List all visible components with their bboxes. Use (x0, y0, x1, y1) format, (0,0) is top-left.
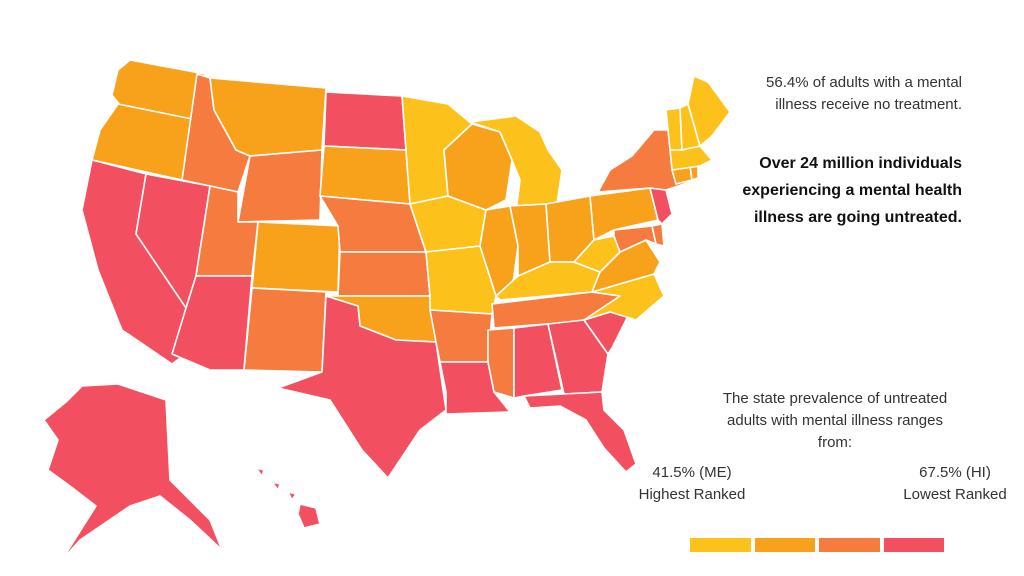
state-az[interactable] (171, 275, 253, 371)
range-description-line-3: from: (817, 434, 853, 451)
legend-swatch-3 (819, 538, 880, 552)
legend-low-label: Highest Ranked (638, 486, 746, 503)
untreated-count-statement: Over 24 million individuals experiencing… (662, 150, 962, 231)
state-ks[interactable] (337, 251, 431, 297)
state-tx[interactable] (277, 295, 447, 479)
untreated-rate-line-2: illness receive no treatment. (775, 96, 962, 113)
range-description: The state prevalence of untreated adults… (680, 388, 990, 454)
legend-swatch-2 (754, 538, 815, 552)
untreated-count-line-2: experiencing a mental health (742, 182, 962, 199)
state-al[interactable] (513, 323, 563, 399)
state-nm[interactable] (243, 287, 327, 373)
range-description-line-2: adults with mental illness ranges (727, 412, 943, 429)
state-ga[interactable] (547, 319, 609, 395)
state-or[interactable] (91, 103, 198, 181)
state-wy[interactable] (237, 149, 323, 223)
legend-swatch-4 (883, 538, 944, 552)
legend-high-value: 67.5% (HI) (919, 464, 991, 481)
untreated-count-line-1: Over 24 million individuals (759, 155, 962, 172)
state-ar[interactable] (429, 309, 493, 363)
legend-swatch-1 (690, 538, 751, 552)
color-scale-legend (690, 538, 944, 552)
legend-low-end: 41.5% (ME) Highest Ranked (630, 462, 754, 506)
untreated-rate-statement: 56.4% of adults with a mental illness re… (662, 72, 962, 116)
legend-high-label: Lowest Ranked (903, 486, 1007, 503)
range-description-line-1: The state prevalence of untreated (722, 390, 948, 407)
state-wi[interactable] (443, 123, 513, 211)
state-de[interactable] (651, 223, 665, 247)
state-hi[interactable] (255, 467, 321, 529)
state-co[interactable] (251, 221, 341, 293)
legend-high-end: 67.5% (HI) Lowest Ranked (886, 462, 1024, 506)
state-me[interactable] (687, 75, 731, 147)
untreated-rate-line-1: 56.4% of adults with a mental (766, 74, 962, 91)
state-sd[interactable] (319, 145, 411, 205)
state-ms[interactable] (487, 327, 515, 399)
state-nd[interactable] (323, 91, 407, 151)
legend-low-value: 41.5% (ME) (652, 464, 732, 481)
state-ak[interactable] (43, 383, 223, 561)
state-nc[interactable] (583, 273, 665, 321)
untreated-count-line-3: illness are going untreated. (753, 209, 962, 226)
state-fl[interactable] (523, 391, 637, 473)
